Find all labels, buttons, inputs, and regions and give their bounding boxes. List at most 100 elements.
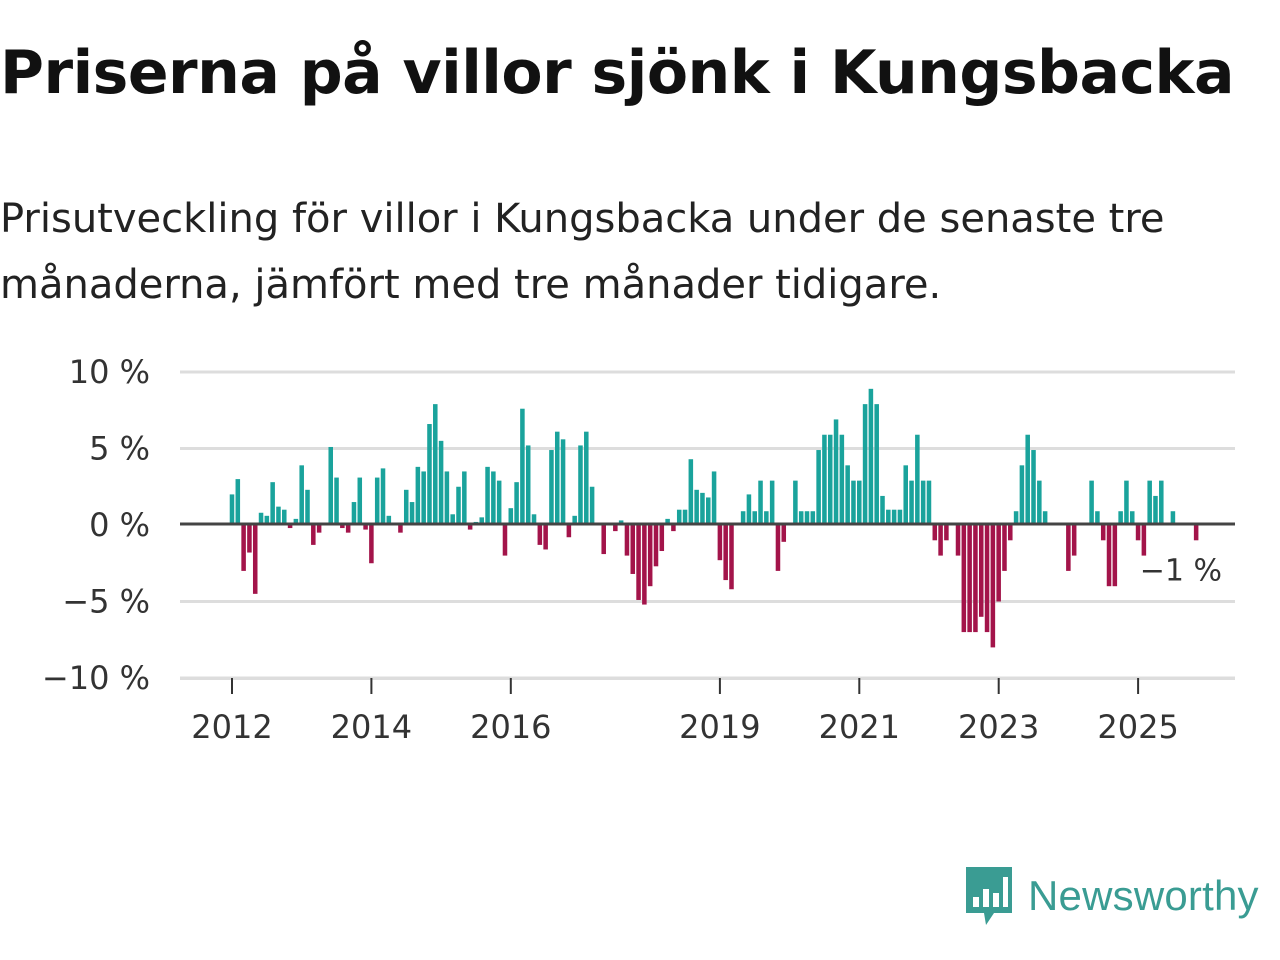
bar <box>961 525 967 633</box>
bar <box>909 480 914 525</box>
bar <box>363 525 368 530</box>
bar <box>287 525 293 529</box>
bar <box>270 482 275 525</box>
bar <box>293 518 299 525</box>
bar <box>467 525 473 530</box>
bar <box>764 511 769 525</box>
bar <box>380 468 386 525</box>
bar <box>897 509 903 525</box>
bar <box>444 471 450 525</box>
bar <box>642 525 647 605</box>
bar <box>665 518 670 525</box>
y-tick-label: 10 % <box>69 353 150 391</box>
bar <box>746 494 752 525</box>
bar <box>229 494 235 525</box>
bar <box>711 471 717 525</box>
bar <box>630 525 636 574</box>
bar <box>601 525 606 555</box>
brand: Newsworthy <box>964 864 1259 928</box>
bar <box>845 465 850 525</box>
bar <box>647 525 653 587</box>
bar <box>1071 525 1077 556</box>
bar <box>421 471 426 525</box>
bar <box>398 525 403 533</box>
bar <box>851 480 856 525</box>
bar <box>299 465 304 525</box>
bar <box>1066 525 1071 571</box>
bar <box>839 434 845 525</box>
bar <box>688 459 694 525</box>
bar <box>775 525 781 571</box>
bar-chart: 10 % 5 % 0 % −5 % −10 % 2012 2014 2016 2019 2021… <box>42 353 1235 746</box>
bar <box>578 445 583 525</box>
bar <box>525 445 531 525</box>
bar <box>682 509 688 525</box>
bar <box>926 480 932 525</box>
bar <box>1159 480 1164 525</box>
bar <box>938 525 943 556</box>
x-tick-label: 2023 <box>958 708 1039 746</box>
bar <box>1042 511 1048 525</box>
bar <box>1106 525 1112 587</box>
bar <box>862 404 868 525</box>
bar <box>1019 465 1025 525</box>
bar <box>1002 525 1007 571</box>
bar <box>717 525 723 561</box>
bar <box>496 480 502 525</box>
bar <box>479 517 485 525</box>
x-tick-label: 2014 <box>331 708 412 746</box>
bar <box>282 509 287 525</box>
bar <box>560 439 566 525</box>
bar <box>973 525 978 633</box>
bar <box>636 525 641 600</box>
bar <box>944 525 949 541</box>
bar <box>932 525 938 541</box>
bar <box>462 471 467 525</box>
bar <box>984 525 990 633</box>
chart-subtitle: Prisutveckling för villor i Kungsbacka u… <box>0 196 1165 308</box>
bar <box>700 492 705 525</box>
bar <box>566 525 572 538</box>
bar <box>554 431 560 525</box>
bar <box>1037 480 1042 525</box>
bar <box>386 515 392 525</box>
bar <box>514 482 519 525</box>
bar <box>543 525 548 550</box>
bar <box>403 489 409 525</box>
y-axis: 10 % 5 % 0 % −5 % −10 % <box>42 353 150 697</box>
bar <box>706 497 711 525</box>
bar <box>694 489 699 525</box>
bar <box>891 509 897 525</box>
bar <box>804 511 810 525</box>
bar <box>1118 511 1123 525</box>
bar <box>438 440 444 525</box>
bar <box>1129 511 1135 525</box>
bar <box>676 509 682 525</box>
bar <box>456 486 461 525</box>
y-tick-label: 5 % <box>89 430 150 468</box>
bar <box>874 404 879 525</box>
chart-title: Priserna på villor sjönk i Kungsbacka <box>0 38 1234 108</box>
bar <box>822 434 827 525</box>
bar <box>334 477 339 525</box>
x-axis: 2012 2014 2016 2019 2021 2023 2025 <box>180 678 1235 746</box>
bar <box>659 525 665 552</box>
y-tick-label: −5 % <box>62 583 150 621</box>
bar <box>868 388 874 525</box>
x-tick-label: 2016 <box>470 708 551 746</box>
bar <box>345 525 351 533</box>
bar <box>978 525 984 617</box>
bar <box>857 480 862 525</box>
x-tick-label: 2021 <box>819 708 900 746</box>
bar <box>769 480 775 525</box>
bar <box>740 511 746 525</box>
bar <box>886 509 891 525</box>
last-value-annotation: −1 % <box>1140 553 1222 588</box>
bar <box>1193 525 1199 541</box>
bar <box>1124 480 1129 525</box>
bar <box>328 446 333 525</box>
bar <box>589 486 595 525</box>
bar <box>613 525 618 532</box>
bar-series <box>229 388 1199 648</box>
bar <box>996 525 1001 602</box>
